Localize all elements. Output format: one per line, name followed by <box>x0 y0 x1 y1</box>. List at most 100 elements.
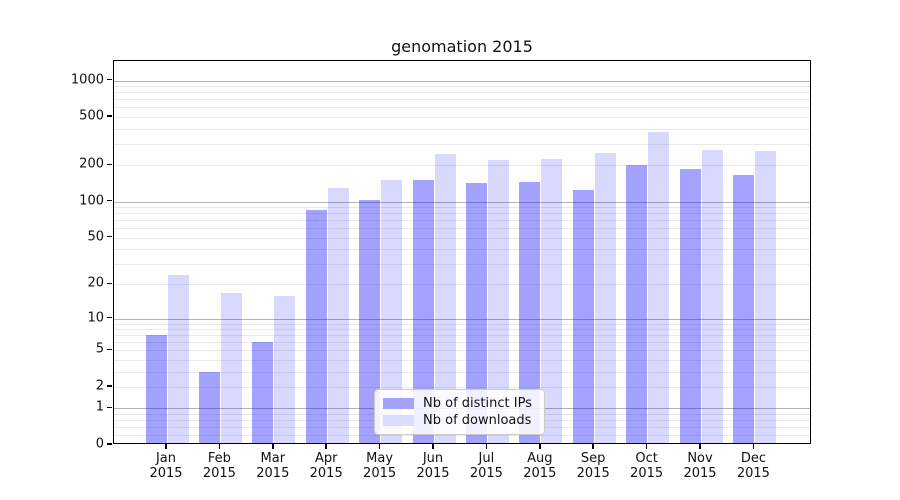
x-tick-line: 2015 <box>523 466 557 481</box>
major-gridline <box>114 318 810 320</box>
x-tick-label: Apr 2015 <box>296 451 356 481</box>
y-tick-mark <box>107 199 112 202</box>
y-tick-label: 200 <box>79 156 104 172</box>
legend-item: Nb of distinct IPs <box>383 395 536 412</box>
bar-downloads-may <box>381 179 403 444</box>
bar-distinct-ips-mar <box>252 342 274 444</box>
x-tick-line: 2015 <box>363 466 397 481</box>
x-tick-line: Dec <box>740 451 766 466</box>
y-tick-mark <box>107 385 112 387</box>
x-tick-line: 2015 <box>256 466 290 481</box>
x-tick-label: Oct 2015 <box>617 451 677 481</box>
x-tick-line: 2015 <box>630 466 664 481</box>
minor-gridline <box>114 213 810 215</box>
y-tick-mark <box>107 282 112 285</box>
x-tick-label: Nov 2015 <box>670 451 730 481</box>
x-tick-mark <box>272 444 274 449</box>
bar-distinct-ips-apr <box>305 210 327 444</box>
y-tick-mark <box>107 115 112 117</box>
distinct-ips-swatch <box>383 398 414 409</box>
y-tick-label: 100 <box>79 193 104 209</box>
bar-distinct-ips-aug <box>519 181 541 444</box>
legend-label: Nb of distinct IPs <box>423 396 532 411</box>
minor-gridline <box>114 360 810 362</box>
x-tick-mark <box>432 444 434 449</box>
bar-downloads-jul <box>487 160 509 444</box>
minor-gridline <box>114 249 810 251</box>
legend-item: Nb of downloads <box>383 412 536 429</box>
y-tick-mark <box>107 163 112 165</box>
bar-distinct-ips-jul <box>465 182 487 444</box>
y-tick-mark <box>107 443 112 445</box>
bar-downloads-jun <box>434 153 456 444</box>
y-tick-mark <box>107 316 112 319</box>
minor-gridline <box>114 207 810 209</box>
bar-downloads-mar <box>274 295 296 444</box>
bar-downloads-dec <box>754 151 776 444</box>
y-tick-label: 500 <box>79 108 104 124</box>
x-tick-label: Jan 2015 <box>136 451 196 481</box>
legend-label: Nb of downloads <box>423 413 532 428</box>
x-tick-label: Dec 2015 <box>723 451 783 481</box>
x-tick-line: Mar <box>260 451 286 466</box>
x-tick-label: May 2015 <box>350 451 410 481</box>
minor-gridline <box>114 92 810 94</box>
x-tick-line: 2015 <box>736 466 770 481</box>
bar-distinct-ips-may <box>359 199 381 444</box>
x-tick-line: 2015 <box>149 466 183 481</box>
x-tick-label: Aug 2015 <box>510 451 570 481</box>
x-tick-line: Nov <box>687 451 713 466</box>
y-tick-mark <box>107 78 112 81</box>
x-tick-mark <box>645 444 648 449</box>
x-tick-line: May <box>366 451 394 466</box>
plot-area <box>113 60 811 444</box>
bar-downloads-jan <box>167 275 189 444</box>
y-tick-label: 2 <box>95 378 104 394</box>
x-tick-mark <box>165 444 167 449</box>
x-tick-mark <box>699 444 701 449</box>
y-tick-label: 20 <box>87 275 104 291</box>
y-tick-mark <box>107 406 112 409</box>
x-tick-label: Mar 2015 <box>243 451 303 481</box>
minor-gridline <box>114 228 810 230</box>
minor-gridline <box>114 323 810 325</box>
y-tick-label: 1000 <box>70 72 104 88</box>
minor-gridline <box>114 371 810 373</box>
bar-downloads-oct <box>648 131 670 444</box>
x-tick-line: Jul <box>478 451 495 466</box>
bar-distinct-ips-nov <box>679 168 701 444</box>
minor-gridline <box>114 350 810 352</box>
x-tick-label: Feb 2015 <box>189 451 249 481</box>
bar-distinct-ips-feb <box>198 371 220 444</box>
x-tick-line: Jun <box>422 451 444 466</box>
minor-gridline <box>114 335 810 337</box>
y-tick-label: 10 <box>87 310 104 326</box>
minor-gridline <box>114 107 810 109</box>
x-tick-line: 2015 <box>309 466 343 481</box>
minor-gridline <box>114 143 810 145</box>
bar-downloads-sep <box>594 152 616 444</box>
x-tick-label: Jul 2015 <box>456 451 516 481</box>
x-tick-line: 2015 <box>469 466 503 481</box>
x-tick-mark <box>539 444 541 449</box>
bar-downloads-apr <box>327 187 349 444</box>
x-tick-line: Sep <box>580 451 606 466</box>
x-tick-line: Aug <box>527 451 553 466</box>
y-tick-label: 5 <box>95 341 104 357</box>
major-gridline <box>114 201 810 203</box>
minor-gridline <box>114 284 810 286</box>
legend: Nb of distinct IPs Nb of downloads <box>374 389 545 435</box>
x-tick-line: 2015 <box>576 466 610 481</box>
x-tick-line: Jan <box>155 451 177 466</box>
minor-gridline <box>114 263 810 265</box>
y-tick-label: 0 <box>95 436 104 452</box>
x-tick-line: 2015 <box>202 466 236 481</box>
minor-gridline <box>114 99 810 101</box>
bar-downloads-nov <box>701 149 723 444</box>
minor-gridline <box>114 435 810 437</box>
x-tick-mark <box>218 444 221 449</box>
x-tick-label: Jun 2015 <box>403 451 463 481</box>
downloads-swatch <box>383 415 414 426</box>
x-tick-mark <box>592 444 594 449</box>
